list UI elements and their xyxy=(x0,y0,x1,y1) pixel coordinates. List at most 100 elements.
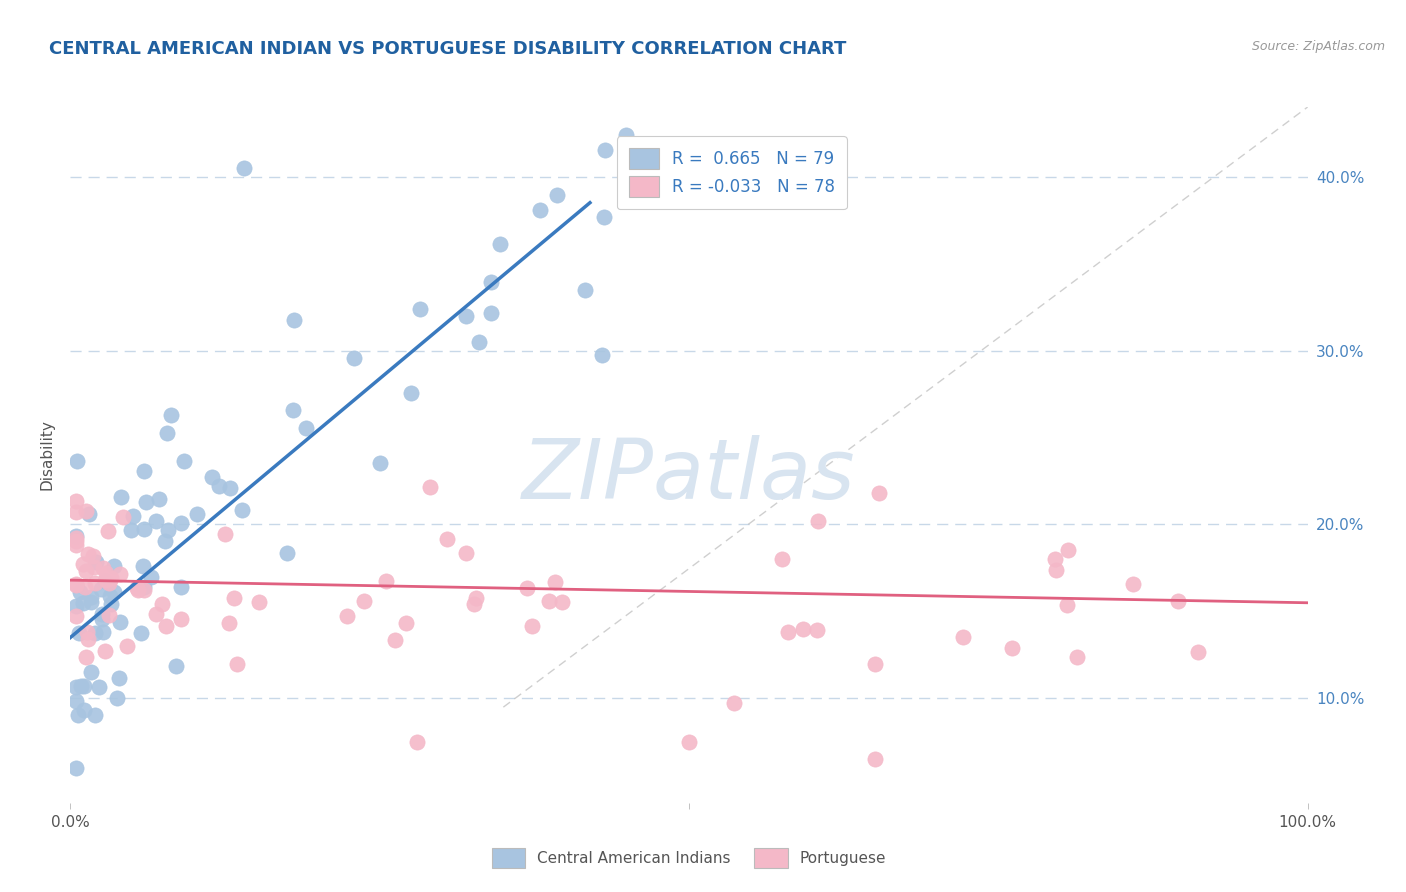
Point xyxy=(792,622,814,636)
Point xyxy=(110,567,132,582)
Point xyxy=(77,547,100,561)
Point xyxy=(98,607,121,622)
Point xyxy=(186,507,208,521)
Point xyxy=(1056,598,1078,612)
Point xyxy=(65,693,87,707)
Point xyxy=(295,420,318,434)
Point xyxy=(409,302,432,317)
Point xyxy=(395,616,418,631)
Point xyxy=(73,703,96,717)
Point xyxy=(807,514,830,528)
Point xyxy=(145,514,167,528)
Point xyxy=(127,582,149,596)
Point xyxy=(1056,543,1078,558)
Point xyxy=(1167,594,1189,608)
Point xyxy=(65,761,87,775)
Point xyxy=(384,633,406,648)
Point xyxy=(516,582,538,596)
Point xyxy=(170,612,193,626)
Point xyxy=(214,526,236,541)
Point xyxy=(77,632,100,646)
Point xyxy=(1001,640,1024,655)
Point xyxy=(538,594,561,608)
Point xyxy=(67,708,90,723)
Point xyxy=(157,523,180,537)
Point xyxy=(75,564,97,578)
Point xyxy=(65,577,87,591)
Point xyxy=(65,599,87,613)
Point xyxy=(343,351,366,366)
Point xyxy=(1187,645,1209,659)
Point xyxy=(593,211,616,225)
Point xyxy=(232,161,254,175)
Point xyxy=(117,639,139,653)
Point xyxy=(218,616,240,631)
Point xyxy=(91,607,114,622)
Point xyxy=(219,481,242,495)
Point xyxy=(723,696,745,710)
Point xyxy=(75,504,97,518)
Point xyxy=(593,143,616,157)
Point xyxy=(173,453,195,467)
Point xyxy=(868,486,890,500)
Point xyxy=(405,735,427,749)
Point xyxy=(134,580,156,594)
Point xyxy=(145,607,167,621)
Point xyxy=(73,679,96,693)
Point xyxy=(1045,563,1067,577)
Point xyxy=(467,334,489,349)
Point xyxy=(96,573,118,587)
Point xyxy=(131,558,153,573)
Point xyxy=(98,589,121,603)
Point xyxy=(436,533,458,547)
Point xyxy=(127,582,149,597)
Point xyxy=(110,490,132,504)
Point xyxy=(80,590,103,604)
Point xyxy=(141,570,163,584)
Point xyxy=(165,659,187,673)
Point xyxy=(134,464,156,478)
Point xyxy=(84,708,107,723)
Point xyxy=(454,546,477,560)
Point xyxy=(952,630,974,644)
Point xyxy=(1066,649,1088,664)
Point xyxy=(170,516,193,530)
Point xyxy=(83,560,105,574)
Point xyxy=(201,469,224,483)
Point xyxy=(72,557,94,571)
Point xyxy=(100,571,122,585)
Point xyxy=(806,624,828,638)
Point xyxy=(479,275,502,289)
Point xyxy=(678,735,700,749)
Point xyxy=(65,538,87,552)
Point xyxy=(70,679,93,693)
Point xyxy=(76,625,98,640)
Point xyxy=(129,625,152,640)
Point xyxy=(132,582,155,597)
Point xyxy=(529,202,551,217)
Point xyxy=(479,306,502,320)
Point xyxy=(208,478,231,492)
Point xyxy=(65,505,87,519)
Point xyxy=(247,595,270,609)
Point xyxy=(134,522,156,536)
Point xyxy=(770,551,793,566)
Text: CENTRAL AMERICAN INDIAN VS PORTUGUESE DISABILITY CORRELATION CHART: CENTRAL AMERICAN INDIAN VS PORTUGUESE DI… xyxy=(49,40,846,58)
Point xyxy=(225,657,247,671)
Text: Source: ZipAtlas.com: Source: ZipAtlas.com xyxy=(1251,40,1385,54)
Point xyxy=(73,580,96,594)
Point xyxy=(160,408,183,422)
Point xyxy=(276,546,298,560)
Point xyxy=(65,454,87,468)
Point xyxy=(110,615,132,630)
Point xyxy=(103,558,125,573)
Point xyxy=(65,531,87,545)
Point xyxy=(108,671,131,685)
Point xyxy=(91,612,114,626)
Point xyxy=(283,313,305,327)
Point xyxy=(375,574,398,588)
Point xyxy=(281,403,304,417)
Point xyxy=(488,236,510,251)
Point xyxy=(65,608,87,623)
Point xyxy=(153,533,176,548)
